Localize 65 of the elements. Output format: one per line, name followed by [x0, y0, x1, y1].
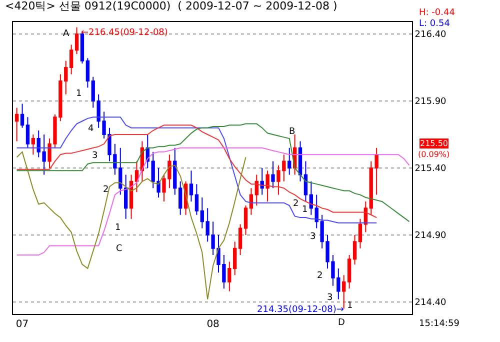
candlestick [249, 188, 254, 216]
annotation: A [63, 29, 70, 39]
line-series [16, 147, 410, 256]
candlestick [342, 274, 346, 310]
text: (0.09%) [418, 150, 450, 159]
candlestick [200, 196, 204, 229]
annotation: 2 [293, 199, 299, 209]
candlestick [14, 107, 19, 142]
annotation: C [116, 244, 122, 254]
candlestick [309, 180, 313, 216]
y-tick-label: 216.40 [414, 30, 447, 40]
candlestick [189, 170, 194, 202]
candlestick [364, 200, 368, 233]
annotation: 1 [347, 301, 353, 311]
candlestick [31, 134, 35, 156]
annotation: 3 [327, 293, 333, 303]
y-tick-label: 214.90 [414, 231, 447, 242]
candlestick [266, 170, 270, 202]
y-tick-label: 215.90 [414, 97, 447, 108]
x-tick-label: 08 [206, 319, 220, 330]
candlestick [194, 184, 199, 216]
x-tick-label: 07 [16, 319, 29, 330]
candlestick [69, 44, 74, 75]
candlestick [178, 180, 182, 216]
candlestick [244, 205, 248, 236]
candlestick [228, 261, 232, 292]
annotation: 2 [317, 271, 323, 281]
candlestick [271, 160, 275, 189]
annotation: 2 [103, 185, 109, 195]
candlestick [288, 147, 292, 176]
candlestick [238, 224, 242, 256]
candlestick [233, 241, 237, 276]
candlestick [26, 116, 30, 148]
candlestick [347, 254, 352, 290]
text: 15:14:59 [419, 319, 460, 329]
chart-title: <420틱> 선물 0912(19C0000) ( 2009-12-07 ~ 2009-12-08 ) [5, 0, 338, 12]
text: D [338, 318, 345, 328]
annotation: 1 [76, 89, 82, 99]
annotation: 4 [88, 124, 94, 134]
line-series [16, 151, 246, 300]
candlestick [86, 58, 90, 88]
candlestick [254, 174, 258, 206]
candlestick [260, 168, 264, 196]
annotation: 1 [302, 205, 308, 215]
annotation: 214.35(09-12-08)→ [257, 305, 344, 315]
text: L: 0.54 [419, 19, 450, 29]
y-tick-label: 214.40 [414, 298, 447, 308]
text: H: -0.44 [419, 8, 456, 18]
candlestick [134, 160, 139, 193]
candlestick [352, 234, 357, 265]
text: 215.50 [420, 139, 448, 148]
candlestick [173, 147, 177, 196]
annotation: ←216.45(09-12-08) [81, 28, 168, 38]
candlestick [124, 174, 128, 220]
y-tick-label: 215.40 [414, 164, 447, 174]
annotation: 3 [310, 232, 316, 242]
candlestick [20, 103, 24, 128]
candlestick [298, 140, 302, 182]
annotation: 3 [92, 151, 98, 161]
candlestick [74, 26, 79, 55]
candlestick [129, 174, 134, 220]
annotation: B [289, 127, 296, 137]
annotation: 1 [115, 223, 121, 233]
candlestick [304, 160, 308, 202]
candlestick [358, 218, 362, 249]
